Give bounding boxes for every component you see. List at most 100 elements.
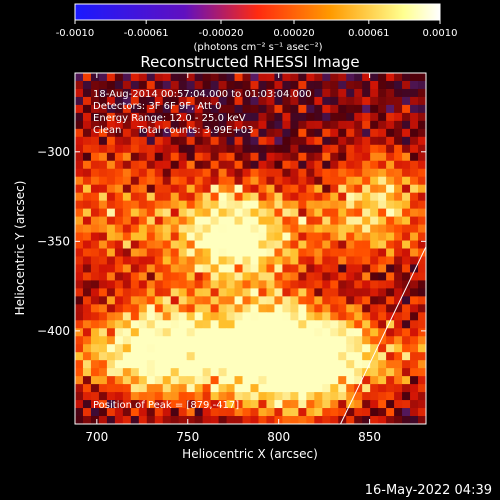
heatmap-cell bbox=[130, 80, 140, 90]
heatmap-cell bbox=[322, 232, 331, 242]
heatmap-cell bbox=[130, 336, 140, 345]
heatmap-cell bbox=[82, 73, 92, 82]
heatmap-cell bbox=[75, 208, 84, 218]
heatmap-cell bbox=[170, 104, 180, 114]
heatmap-cell bbox=[354, 224, 363, 234]
heatmap-cell bbox=[218, 312, 228, 321]
heatmap-cell bbox=[402, 96, 411, 106]
heatmap-cell bbox=[106, 200, 116, 210]
heatmap-cell bbox=[146, 360, 156, 369]
heatmap-cell bbox=[322, 96, 331, 106]
heatmap-cell bbox=[322, 168, 331, 178]
heatmap-cell bbox=[274, 88, 284, 98]
heatmap-cell bbox=[210, 88, 220, 98]
heatmap-cell bbox=[418, 328, 426, 337]
heatmap-cell bbox=[186, 304, 196, 313]
heatmap-cell bbox=[274, 312, 284, 321]
heatmap-cell bbox=[154, 232, 164, 242]
heatmap-cell bbox=[82, 160, 92, 170]
heatmap-cell bbox=[362, 88, 371, 98]
heatmap-cell bbox=[242, 352, 252, 361]
heatmap-cell bbox=[274, 112, 284, 122]
heatmap-cell bbox=[210, 392, 220, 401]
heatmap-cell bbox=[194, 264, 204, 274]
heatmap-cell bbox=[106, 280, 116, 289]
heatmap-cell bbox=[90, 344, 100, 353]
heatmap-cell bbox=[186, 216, 196, 226]
heatmap-cell bbox=[314, 184, 323, 194]
heatmap-cell bbox=[98, 120, 108, 130]
y-tick-label: −300 bbox=[37, 145, 70, 159]
heatmap-cell bbox=[138, 296, 148, 305]
heatmap-cell bbox=[210, 192, 220, 202]
heatmap-cell bbox=[290, 280, 299, 289]
colorbar-tick-label: -0.00061 bbox=[124, 28, 169, 39]
heatmap-cell bbox=[194, 216, 204, 226]
heatmap-cell bbox=[402, 384, 411, 393]
heatmap-cell bbox=[106, 288, 116, 297]
heatmap-cell bbox=[346, 240, 355, 250]
heatmap-cell bbox=[290, 336, 299, 345]
heatmap-cell bbox=[162, 80, 172, 90]
heatmap-cell bbox=[258, 400, 268, 409]
heatmap-cell bbox=[170, 352, 180, 361]
heatmap-cell bbox=[75, 272, 84, 282]
heatmap-cell bbox=[146, 152, 156, 162]
heatmap-cell bbox=[298, 168, 307, 178]
heatmap-cell bbox=[274, 344, 284, 353]
heatmap-cell bbox=[162, 200, 172, 210]
heatmap-cell bbox=[130, 384, 140, 393]
heatmap-cell bbox=[178, 304, 188, 313]
heatmap-cell bbox=[106, 320, 116, 329]
heatmap-cell bbox=[210, 280, 220, 289]
heatmap-cell bbox=[394, 248, 403, 258]
heatmap-cell bbox=[194, 120, 204, 130]
heatmap-cell bbox=[122, 144, 132, 154]
heatmap-cell bbox=[90, 288, 100, 297]
heatmap-cell bbox=[370, 272, 379, 282]
heatmap-cell bbox=[146, 112, 156, 122]
heatmap-cell bbox=[138, 208, 148, 218]
heatmap-cell bbox=[354, 400, 363, 409]
heatmap-cell bbox=[130, 304, 140, 313]
heatmap-cell bbox=[154, 384, 164, 393]
heatmap-cell bbox=[106, 128, 116, 138]
heatmap-cell bbox=[274, 136, 284, 146]
heatmap-cell bbox=[258, 224, 268, 234]
heatmap-cell bbox=[234, 352, 244, 361]
heatmap-cell bbox=[186, 224, 196, 234]
heatmap-cell bbox=[186, 160, 196, 170]
heatmap-cell bbox=[202, 344, 212, 353]
heatmap-cell bbox=[210, 248, 220, 258]
heatmap-cell bbox=[378, 128, 387, 138]
heatmap-cell bbox=[178, 376, 188, 385]
heatmap-cell bbox=[75, 312, 84, 321]
heatmap-cell bbox=[138, 328, 148, 337]
heatmap-cell bbox=[210, 152, 220, 162]
heatmap-cell bbox=[234, 208, 244, 218]
heatmap-cell bbox=[330, 408, 339, 417]
heatmap-cell bbox=[170, 312, 180, 321]
heatmap-cell bbox=[298, 400, 307, 409]
heatmap-cell bbox=[90, 176, 100, 186]
heatmap-cell bbox=[354, 368, 363, 377]
heatmap-cell bbox=[314, 320, 323, 329]
heatmap-cell bbox=[122, 136, 132, 146]
heatmap-cell bbox=[402, 392, 411, 401]
heatmap-cell bbox=[250, 304, 260, 313]
heatmap-cell bbox=[170, 384, 180, 393]
heatmap-cell bbox=[410, 328, 419, 337]
heatmap-cell bbox=[282, 224, 291, 234]
heatmap-cell bbox=[322, 344, 331, 353]
heatmap-cell bbox=[194, 384, 204, 393]
heatmap-cell bbox=[322, 112, 331, 122]
heatmap-cell bbox=[418, 336, 426, 345]
heatmap-cell bbox=[258, 73, 268, 82]
heatmap-cell bbox=[370, 216, 379, 226]
heatmap-cell bbox=[258, 384, 268, 393]
heatmap-cell bbox=[186, 312, 196, 321]
heatmap-cell bbox=[242, 248, 252, 258]
heatmap-cell bbox=[122, 336, 132, 345]
heatmap-cell bbox=[138, 128, 148, 138]
heatmap-cell bbox=[90, 152, 100, 162]
